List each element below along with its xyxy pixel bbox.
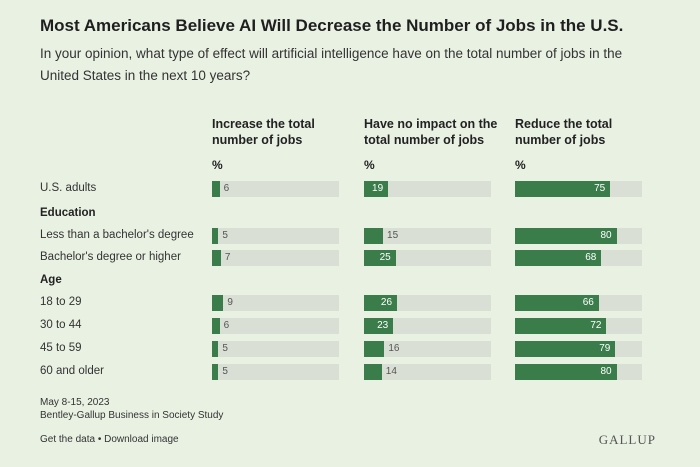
study-name: Bentley-Gallup Business in Society Study (40, 410, 224, 421)
bar (364, 341, 385, 357)
row-label: 60 and older (40, 365, 104, 377)
row-label: Less than a bachelor's degree (40, 229, 194, 241)
bar-track: 7 (212, 250, 339, 266)
bar-track: 75 (515, 181, 642, 197)
bar-track: 5 (212, 341, 339, 357)
data-label: 66 (582, 297, 594, 308)
bar-track: 5 (212, 228, 339, 244)
bar-track: 68 (515, 250, 642, 266)
data-label: 80 (600, 366, 612, 377)
bar (212, 364, 219, 380)
data-label: 9 (227, 297, 233, 308)
data-label: 5 (222, 366, 228, 377)
row-label: 18 to 29 (40, 296, 82, 308)
bar-track: 15 (364, 228, 491, 244)
data-label: 16 (388, 343, 400, 354)
row-label: 45 to 59 (40, 342, 82, 354)
gallup-logo: GALLUP (598, 432, 656, 447)
bar (212, 228, 219, 244)
row-label: Bachelor's degree or higher (40, 251, 181, 263)
data-label: 79 (599, 343, 611, 354)
bar-track: 66 (515, 295, 642, 311)
group-label-age: Age (40, 274, 62, 286)
data-label: 72 (590, 320, 602, 331)
row-label: 30 to 44 (40, 319, 82, 331)
bar (212, 181, 220, 197)
survey-date: May 8-15, 2023 (40, 397, 110, 408)
bar-track: 14 (364, 364, 491, 380)
bar (364, 364, 382, 380)
data-label: 19 (372, 183, 384, 194)
get-data-link[interactable]: Get the data (40, 434, 96, 445)
bar-track: 6 (212, 318, 339, 334)
row-label: U.S. adults (40, 182, 97, 194)
data-label: 6 (223, 183, 230, 194)
bar-track: 80 (515, 228, 642, 244)
data-label: 15 (387, 230, 399, 241)
footer-links: Get the data • Download image (40, 434, 179, 445)
data-label: 5 (222, 230, 228, 241)
data-label: 26 (380, 297, 393, 308)
bar (515, 181, 611, 197)
bar (364, 228, 384, 244)
bar (364, 250, 396, 266)
bar (515, 250, 602, 266)
source-note: May 8-15, 2023 Bentley-Gallup Business i… (40, 396, 223, 422)
data-label: 14 (385, 366, 397, 377)
data-label: 5 (222, 343, 228, 354)
data-label: 7 (224, 252, 231, 263)
chart-title: Most Americans Believe AI Will Decrease … (40, 16, 624, 35)
link-separator: • (95, 434, 105, 445)
unit-label-1: % (212, 158, 223, 172)
unit-label-3: % (515, 158, 526, 172)
bar-track: 19 (364, 181, 491, 197)
bar-track: 16 (364, 341, 491, 357)
data-label: 68 (585, 252, 597, 263)
bar (364, 295, 398, 311)
data-label: 75 (594, 183, 606, 194)
download-image-link[interactable]: Download image (104, 434, 179, 445)
bar-track: 9 (212, 295, 339, 311)
bar (212, 295, 224, 311)
data-label: 80 (600, 230, 612, 241)
group-label-education: Education (40, 207, 96, 219)
bar (515, 228, 617, 244)
column-header-3: Reduce the total number of jobs (515, 117, 613, 147)
bar-track: 26 (364, 295, 491, 311)
bar (515, 364, 617, 380)
bar (212, 318, 220, 334)
data-label: 25 (379, 252, 391, 263)
bar (364, 318, 394, 334)
bar (515, 295, 599, 311)
bar-track: 5 (212, 364, 339, 380)
bar (515, 341, 616, 357)
column-header-1: Increase the total number of jobs (212, 117, 315, 147)
bar-track: 23 (364, 318, 491, 334)
bar-track: 6 (212, 181, 339, 197)
bar-track: 25 (364, 250, 491, 266)
data-label: 23 (377, 320, 389, 331)
bar (364, 181, 389, 197)
bar (212, 341, 219, 357)
data-label: 6 (223, 320, 230, 331)
bar (212, 250, 221, 266)
bar-track: 80 (515, 364, 642, 380)
bar-track: 72 (515, 318, 642, 334)
unit-label-2: % (364, 158, 375, 172)
bar-track: 79 (515, 341, 642, 357)
chart-subtitle: In your opinion, what type of effect wil… (40, 46, 623, 83)
column-header-2: Have no impact on the total number of jo… (364, 117, 498, 147)
bar (515, 318, 607, 334)
